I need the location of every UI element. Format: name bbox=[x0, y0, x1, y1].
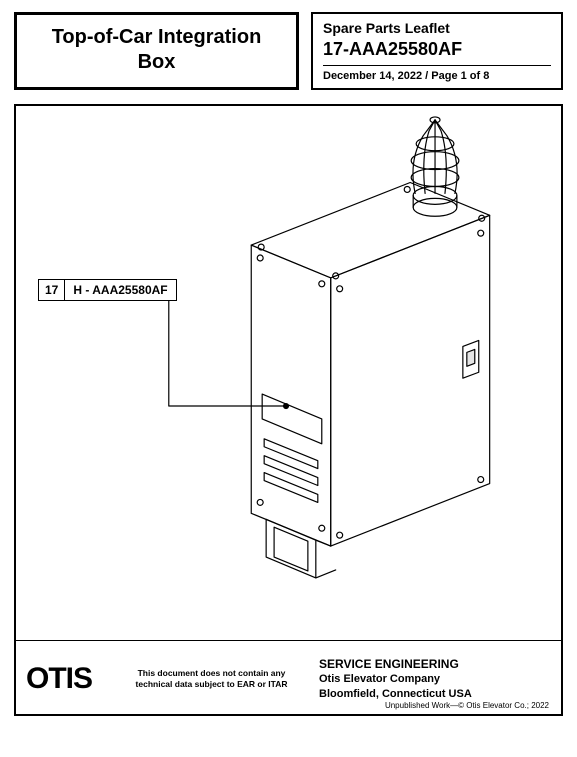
callout-code: H - AAA25580AF bbox=[65, 280, 175, 300]
company-location: Bloomfield, Connecticut USA bbox=[319, 687, 551, 702]
info-box: Spare Parts Leaflet 17-AAA25580AF Decemb… bbox=[311, 12, 563, 90]
department-name: SERVICE ENGINEERING bbox=[319, 656, 551, 672]
disclaimer-line-1: This document does not contain any bbox=[138, 668, 286, 678]
otis-logo: OTIS bbox=[26, 664, 104, 694]
main-diagram-frame: 17 H - AAA25580AF OTIS This document doe… bbox=[14, 104, 563, 716]
copyright-text: Unpublished Work—© Otis Elevator Co.; 20… bbox=[385, 701, 549, 710]
export-disclaimer: This document does not contain any techn… bbox=[104, 668, 319, 689]
part-number: 17-AAA25580AF bbox=[323, 39, 551, 66]
disclaimer-line-2: technical data subject to EAR or ITAR bbox=[136, 679, 288, 689]
company-name: Otis Elevator Company bbox=[319, 672, 551, 687]
date-text: December 14, 2022 bbox=[323, 70, 422, 82]
leaflet-label: Spare Parts Leaflet bbox=[323, 20, 551, 39]
part-callout: 17 H - AAA25580AF bbox=[38, 279, 177, 301]
date-page-line: December 14, 2022 / Page 1 of 8 bbox=[323, 70, 551, 82]
footer-right-column: SERVICE ENGINEERING Otis Elevator Compan… bbox=[319, 656, 551, 702]
integration-box-diagram bbox=[16, 106, 561, 714]
title-line-2: Box bbox=[138, 51, 176, 73]
page-info: Page 1 of 8 bbox=[431, 70, 489, 82]
callout-number: 17 bbox=[39, 280, 65, 300]
header-row: Top-of-Car Integration Box Spare Parts L… bbox=[0, 0, 577, 98]
footer-bar: OTIS This document does not contain any … bbox=[16, 640, 561, 714]
document-title: Top-of-Car Integration Box bbox=[25, 25, 288, 75]
title-line-1: Top-of-Car Integration bbox=[52, 26, 262, 48]
title-box: Top-of-Car Integration Box bbox=[14, 12, 299, 90]
